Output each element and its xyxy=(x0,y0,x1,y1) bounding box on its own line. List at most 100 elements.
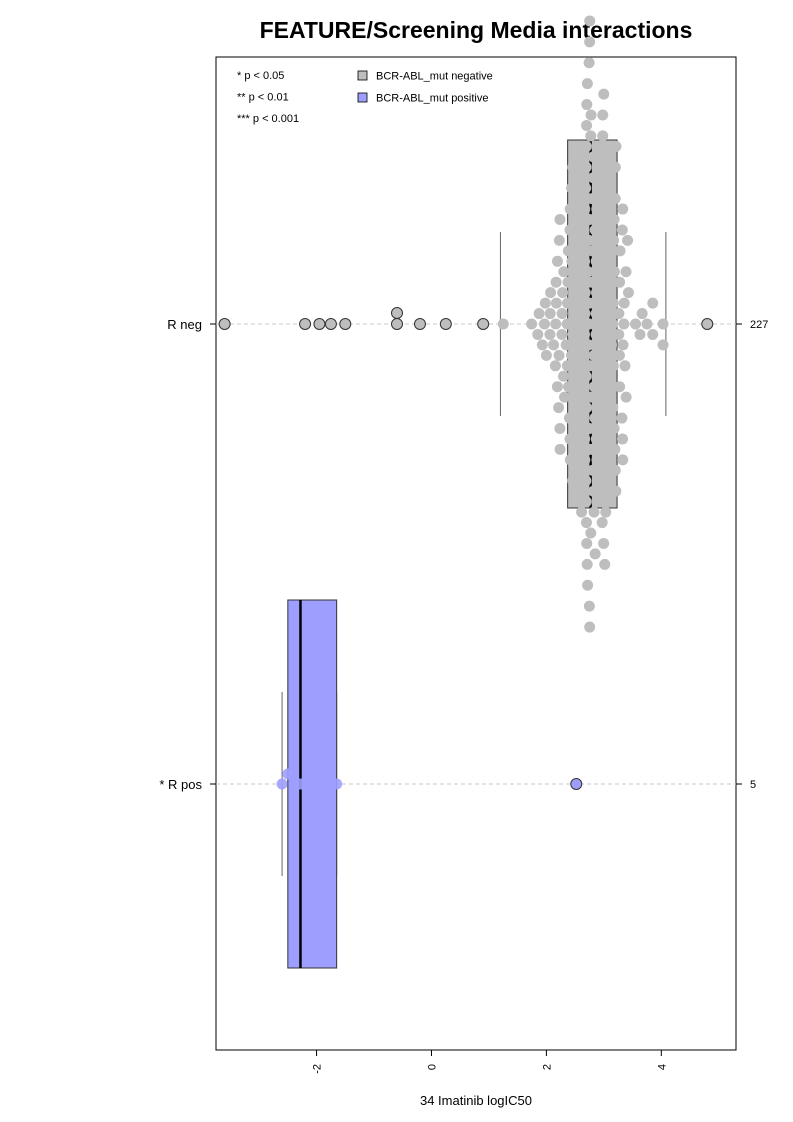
strip-point xyxy=(580,475,592,487)
strip-point xyxy=(609,443,621,455)
strip-point xyxy=(575,485,587,497)
strip-point xyxy=(586,276,598,288)
strip-point xyxy=(617,203,629,215)
strip-point xyxy=(616,412,628,424)
strip-point xyxy=(588,485,600,497)
strip-point xyxy=(593,140,605,152)
legend-swatch xyxy=(357,70,368,81)
outlier-point xyxy=(439,318,452,330)
strip-point xyxy=(613,349,625,361)
strip-point xyxy=(598,172,610,184)
strip-point xyxy=(574,276,586,288)
strip-point xyxy=(561,297,573,309)
strip-point xyxy=(545,287,557,299)
strip-point xyxy=(599,558,611,570)
strip-point xyxy=(538,318,550,330)
strip-point xyxy=(597,109,609,121)
strip-point xyxy=(572,318,584,330)
strip-point xyxy=(589,412,601,424)
strip-point xyxy=(603,224,615,236)
strip-point xyxy=(564,433,576,445)
strip-point xyxy=(607,402,619,414)
x-tick-label: -2 xyxy=(312,1064,324,1074)
strip-point xyxy=(604,370,616,382)
strip-point xyxy=(599,349,611,361)
strip-point xyxy=(598,88,610,100)
outlier-point xyxy=(390,307,403,319)
strip-point xyxy=(608,266,620,278)
strip-point xyxy=(618,318,630,330)
strip-point xyxy=(630,318,642,330)
strip-point xyxy=(600,245,612,257)
strip-point xyxy=(581,99,593,111)
strip-point xyxy=(577,381,589,393)
strip-point xyxy=(560,339,572,351)
strip-point xyxy=(600,276,612,288)
strip-point xyxy=(609,161,621,173)
strip-point xyxy=(558,266,570,278)
strip-point xyxy=(602,308,614,320)
outlier-point xyxy=(313,318,326,330)
y-tick-label: * R pos xyxy=(159,777,202,792)
strip-point xyxy=(579,287,591,299)
strip-point xyxy=(565,349,577,361)
strip-point xyxy=(614,381,626,393)
strip-point xyxy=(583,57,595,69)
strip-point xyxy=(582,579,594,591)
strip-point xyxy=(617,339,629,351)
strip-point xyxy=(558,370,570,382)
strip-point xyxy=(567,328,579,340)
strip-point xyxy=(533,308,545,320)
strip-point xyxy=(564,224,576,236)
strip-point xyxy=(585,130,597,142)
strip-point xyxy=(583,339,595,351)
strip-point xyxy=(579,203,591,215)
strip-point xyxy=(614,245,626,257)
strip-point xyxy=(590,433,602,445)
strip-point xyxy=(591,475,603,487)
strip-point xyxy=(544,308,556,320)
y-tick-label: R neg xyxy=(167,317,202,332)
strip-point xyxy=(584,36,596,48)
count-label: 227 xyxy=(750,319,768,331)
x-tick-label: 2 xyxy=(541,1064,553,1070)
strip-point xyxy=(577,224,589,236)
strip-point xyxy=(580,517,592,529)
strip-point xyxy=(622,234,634,246)
strip-point xyxy=(592,496,604,508)
strip-point xyxy=(580,161,592,173)
strip-point xyxy=(657,339,669,351)
outlier-point xyxy=(299,318,312,330)
strip-point xyxy=(570,266,582,278)
strip-point xyxy=(605,255,617,267)
strip-point xyxy=(596,266,608,278)
strip-point xyxy=(583,318,595,330)
strip-point xyxy=(595,297,607,309)
strip-point xyxy=(590,287,602,299)
strip-point xyxy=(636,308,648,320)
strip-point xyxy=(579,454,591,466)
strip-point xyxy=(563,412,575,424)
strip-point xyxy=(618,297,630,309)
strip-point xyxy=(551,255,563,267)
x-tick-label: 0 xyxy=(426,1064,438,1070)
strip-point xyxy=(540,349,552,361)
data-point xyxy=(282,768,294,780)
strip-point xyxy=(589,224,601,236)
strip-point xyxy=(562,245,574,257)
strip-point xyxy=(617,454,629,466)
strip-point xyxy=(609,464,621,476)
strip-point xyxy=(598,537,610,549)
strip-point xyxy=(581,402,593,414)
strip-point xyxy=(567,161,579,173)
strip-point xyxy=(561,318,573,330)
x-axis-label: 34 Imatinib logIC50 xyxy=(420,1093,532,1108)
strip-point xyxy=(584,423,596,434)
count-label: 5 xyxy=(750,779,756,791)
strip-point xyxy=(641,318,653,330)
strip-point xyxy=(619,360,631,372)
strip-point xyxy=(566,255,578,267)
strip-point xyxy=(553,402,565,414)
strip-point xyxy=(548,339,560,351)
